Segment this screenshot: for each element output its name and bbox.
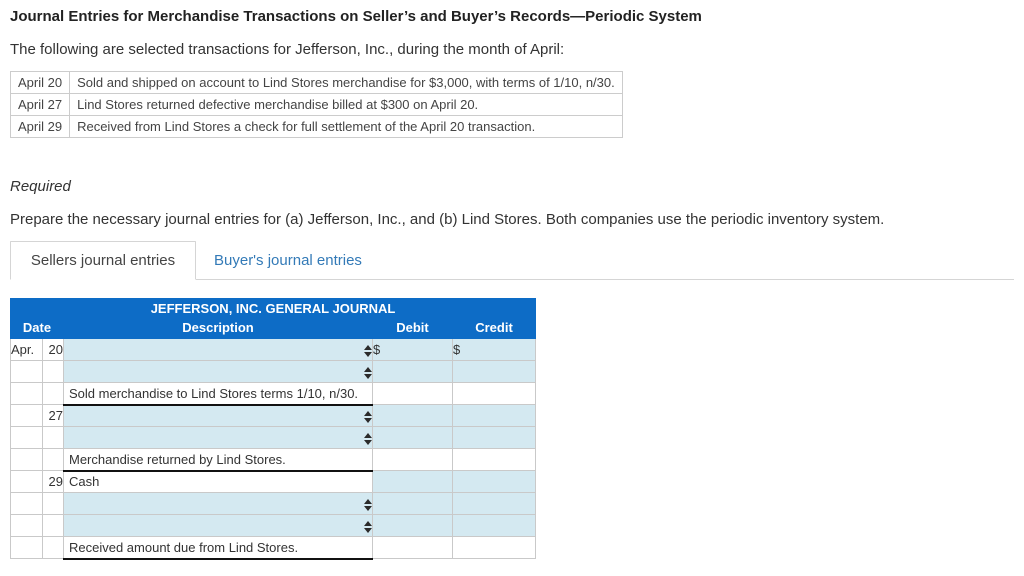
credit-blank-cell [452,448,536,471]
date-month-cell [10,360,43,383]
tab-sellers-journal-entries[interactable]: Sellers journal entries [10,241,196,280]
tab-buyers-journal-entries[interactable]: Buyer's journal entries [214,252,362,269]
debit-blank-cell [372,536,453,559]
debit-blank-cell [372,448,453,471]
date-day-cell [42,360,64,383]
date-day-cell [42,514,64,537]
debit-input-cell[interactable] [372,470,453,493]
transaction-date: April 20 [9,71,71,94]
currency-symbol: $ [453,342,461,357]
date-month-cell [10,492,43,515]
debit-input-cell[interactable]: $ [372,338,453,361]
transaction-description: Lind Stores returned defective merchandi… [69,93,623,116]
credit-input-cell[interactable] [452,514,536,537]
debit-input-cell[interactable] [372,492,453,515]
credit-input-cell[interactable] [452,404,536,427]
general-journal-table: JEFFERSON, INC. GENERAL JOURNAL Date Des… [10,298,536,560]
instruction-text: Prepare the necessary journal entries fo… [10,211,885,228]
page-title: Journal Entries for Merchandise Transact… [10,8,702,25]
journal-title: JEFFERSON, INC. GENERAL JOURNAL [10,298,536,319]
select-spinner-icon [364,498,372,511]
journal-row [10,514,536,537]
account-name-cell: Cash [63,470,373,493]
select-spinner-icon [364,410,372,423]
credit-input-cell[interactable] [452,492,536,515]
account-select[interactable] [63,426,373,449]
account-select[interactable] [63,360,373,383]
journal-row: Merchandise returned by Lind Stores. [10,448,536,472]
required-label: Required [10,178,71,195]
account-select[interactable] [63,404,373,427]
date-month-cell [10,426,43,449]
column-header-date: Date [10,318,64,339]
entry-explanation: Received amount due from Lind Stores. [63,536,373,560]
select-spinner-icon [364,432,372,445]
journal-header-row: Date Description Debit Credit [10,318,536,339]
journal-row: Received amount due from Lind Stores. [10,536,536,560]
column-header-credit: Credit [452,318,536,339]
journal-title-row: JEFFERSON, INC. GENERAL JOURNAL [10,298,536,319]
transaction-description: Sold and shipped on account to Lind Stor… [69,71,623,94]
journal-row: 27 [10,404,536,427]
credit-input-cell[interactable]: $ [452,338,536,361]
date-month-cell: Apr. [10,338,43,361]
credit-input-cell[interactable] [452,426,536,449]
date-month-cell [10,404,43,427]
entry-explanation: Sold merchandise to Lind Stores terms 1/… [63,382,373,406]
journal-row [10,360,536,383]
transaction-description: Received from Lind Stores a check for fu… [69,115,623,138]
select-spinner-icon [364,344,372,357]
date-day-cell [42,492,64,515]
date-day-cell [42,536,64,559]
table-row: April 20 Sold and shipped on account to … [9,71,623,94]
column-header-debit: Debit [372,318,453,339]
credit-blank-cell [452,382,536,405]
journal-row: Apr. 20 $ $ [10,338,536,361]
date-day-cell [42,448,64,471]
debit-blank-cell [372,382,453,405]
date-month-cell [10,536,43,559]
journal-row: 29 Cash [10,470,536,493]
transactions-table: April 20 Sold and shipped on account to … [9,71,623,138]
debit-input-cell[interactable] [372,360,453,383]
credit-input-cell[interactable] [452,360,536,383]
journal-row: Sold merchandise to Lind Stores terms 1/… [10,382,536,406]
entry-explanation: Merchandise returned by Lind Stores. [63,448,373,472]
debit-input-cell[interactable] [372,404,453,427]
debit-input-cell[interactable] [372,426,453,449]
currency-symbol: $ [373,342,381,357]
transaction-date: April 29 [9,115,71,138]
credit-blank-cell [452,536,536,559]
date-month-cell [10,382,43,405]
date-month-cell [10,448,43,471]
table-row: April 29 Received from Lind Stores a che… [9,115,623,138]
journal-row [10,426,536,449]
intro-text: The following are selected transactions … [10,41,565,58]
date-month-cell [10,470,43,493]
date-day-cell: 29 [42,470,64,493]
journal-row [10,492,536,515]
date-month-cell [10,514,43,537]
credit-input-cell[interactable] [452,470,536,493]
tab-bar: Sellers journal entries Buyer's journal … [10,241,1014,280]
account-select[interactable] [63,492,373,515]
select-spinner-icon [364,366,372,379]
debit-input-cell[interactable] [372,514,453,537]
date-day-cell [42,382,64,405]
date-day-cell: 27 [42,404,64,427]
account-select[interactable] [63,514,373,537]
date-day-cell [42,426,64,449]
table-row: April 27 Lind Stores returned defective … [9,93,623,116]
date-day-cell: 20 [42,338,64,361]
account-select[interactable] [63,338,373,361]
transaction-date: April 27 [9,93,71,116]
column-header-description: Description [63,318,373,339]
select-spinner-icon [364,520,372,533]
